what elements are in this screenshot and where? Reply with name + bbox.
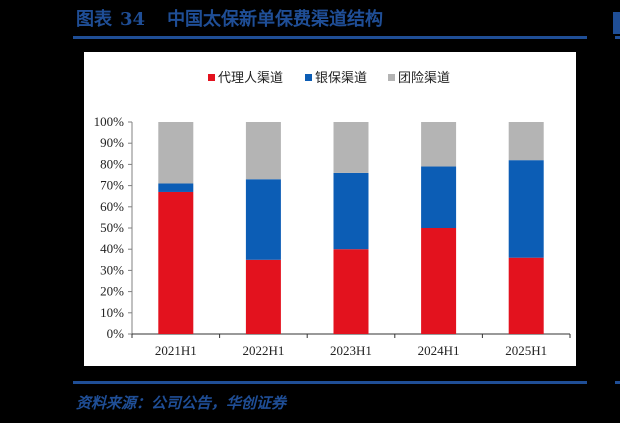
legend-swatch bbox=[388, 74, 395, 81]
stacked-bar-chart: 代理人渠道 银保渠道 团险渠道 0% 10% 20% 30% 40% 50% 60% 70% 80% 9… bbox=[94, 70, 571, 358]
adjacent-figure-fragment bbox=[613, 12, 620, 34]
y-tick-label: 10% bbox=[100, 305, 124, 320]
legend-item: 银保渠道 bbox=[305, 70, 367, 85]
legend-swatch bbox=[208, 74, 215, 81]
figure-title-text: 中国太保新单保费渠道结构 bbox=[167, 9, 384, 30]
legend-label: 团险渠道 bbox=[398, 70, 450, 85]
x-tick-label: 2024H1 bbox=[418, 343, 460, 358]
bar-stack bbox=[421, 122, 457, 334]
y-tick-label: 20% bbox=[100, 284, 124, 299]
bar-segment bbox=[333, 249, 369, 334]
x-tick-label: 2023H1 bbox=[330, 343, 372, 358]
chart-area: 代理人渠道 银保渠道 团险渠道 0% 10% 20% 30% 40% 50% 60% 70% 80% 9… bbox=[84, 52, 576, 366]
y-tick-label: 60% bbox=[100, 199, 124, 214]
source-note: 资料来源：公司公告，华创证券 bbox=[76, 394, 287, 412]
title-rule-fragment bbox=[615, 36, 620, 39]
bar-stack bbox=[508, 122, 544, 334]
bar-segment bbox=[245, 122, 281, 180]
figure-number: 34 bbox=[120, 9, 146, 30]
bar-segment bbox=[421, 122, 457, 167]
title-rule bbox=[73, 36, 587, 39]
y-tick-label: 80% bbox=[100, 156, 124, 171]
bar-segment bbox=[333, 122, 369, 173]
legend-item: 代理人渠道 bbox=[208, 70, 283, 85]
bar-segment bbox=[508, 122, 544, 161]
bar-segment bbox=[158, 191, 194, 334]
y-tick-label: 50% bbox=[100, 220, 124, 235]
source-rule-fragment bbox=[615, 381, 620, 384]
x-tick-label: 2022H1 bbox=[242, 343, 284, 358]
bar-segment bbox=[508, 257, 544, 334]
legend-swatch bbox=[305, 74, 312, 81]
figure-label: 图表 bbox=[76, 9, 112, 30]
bar-segment bbox=[421, 228, 457, 334]
bar-stack bbox=[333, 122, 369, 334]
y-tick-label: 90% bbox=[100, 135, 124, 150]
bar-segment bbox=[333, 172, 369, 250]
legend-item: 团险渠道 bbox=[388, 70, 450, 85]
source-rule bbox=[73, 381, 587, 384]
y-tick-label: 100% bbox=[94, 114, 125, 129]
bar-segment bbox=[421, 166, 457, 228]
y-tick-label: 70% bbox=[100, 178, 124, 193]
bar-stack bbox=[245, 122, 281, 334]
bar-segment bbox=[158, 122, 194, 184]
legend-label: 代理人渠道 bbox=[218, 70, 283, 85]
y-tick-label: 0% bbox=[107, 326, 125, 341]
y-tick-label: 40% bbox=[100, 241, 124, 256]
y-tick-label: 30% bbox=[100, 262, 124, 277]
figure-title: 图表 34 中国太保新单保费渠道结构 bbox=[76, 7, 383, 33]
bar-segment bbox=[245, 259, 281, 334]
legend-label: 银保渠道 bbox=[315, 70, 367, 85]
x-tick-label: 2025H1 bbox=[505, 343, 547, 358]
bar-segment bbox=[158, 183, 194, 192]
bar-segment bbox=[245, 179, 281, 260]
bar-stack bbox=[158, 122, 194, 334]
bar-segment bbox=[508, 160, 544, 258]
x-tick-label: 2021H1 bbox=[155, 343, 197, 358]
